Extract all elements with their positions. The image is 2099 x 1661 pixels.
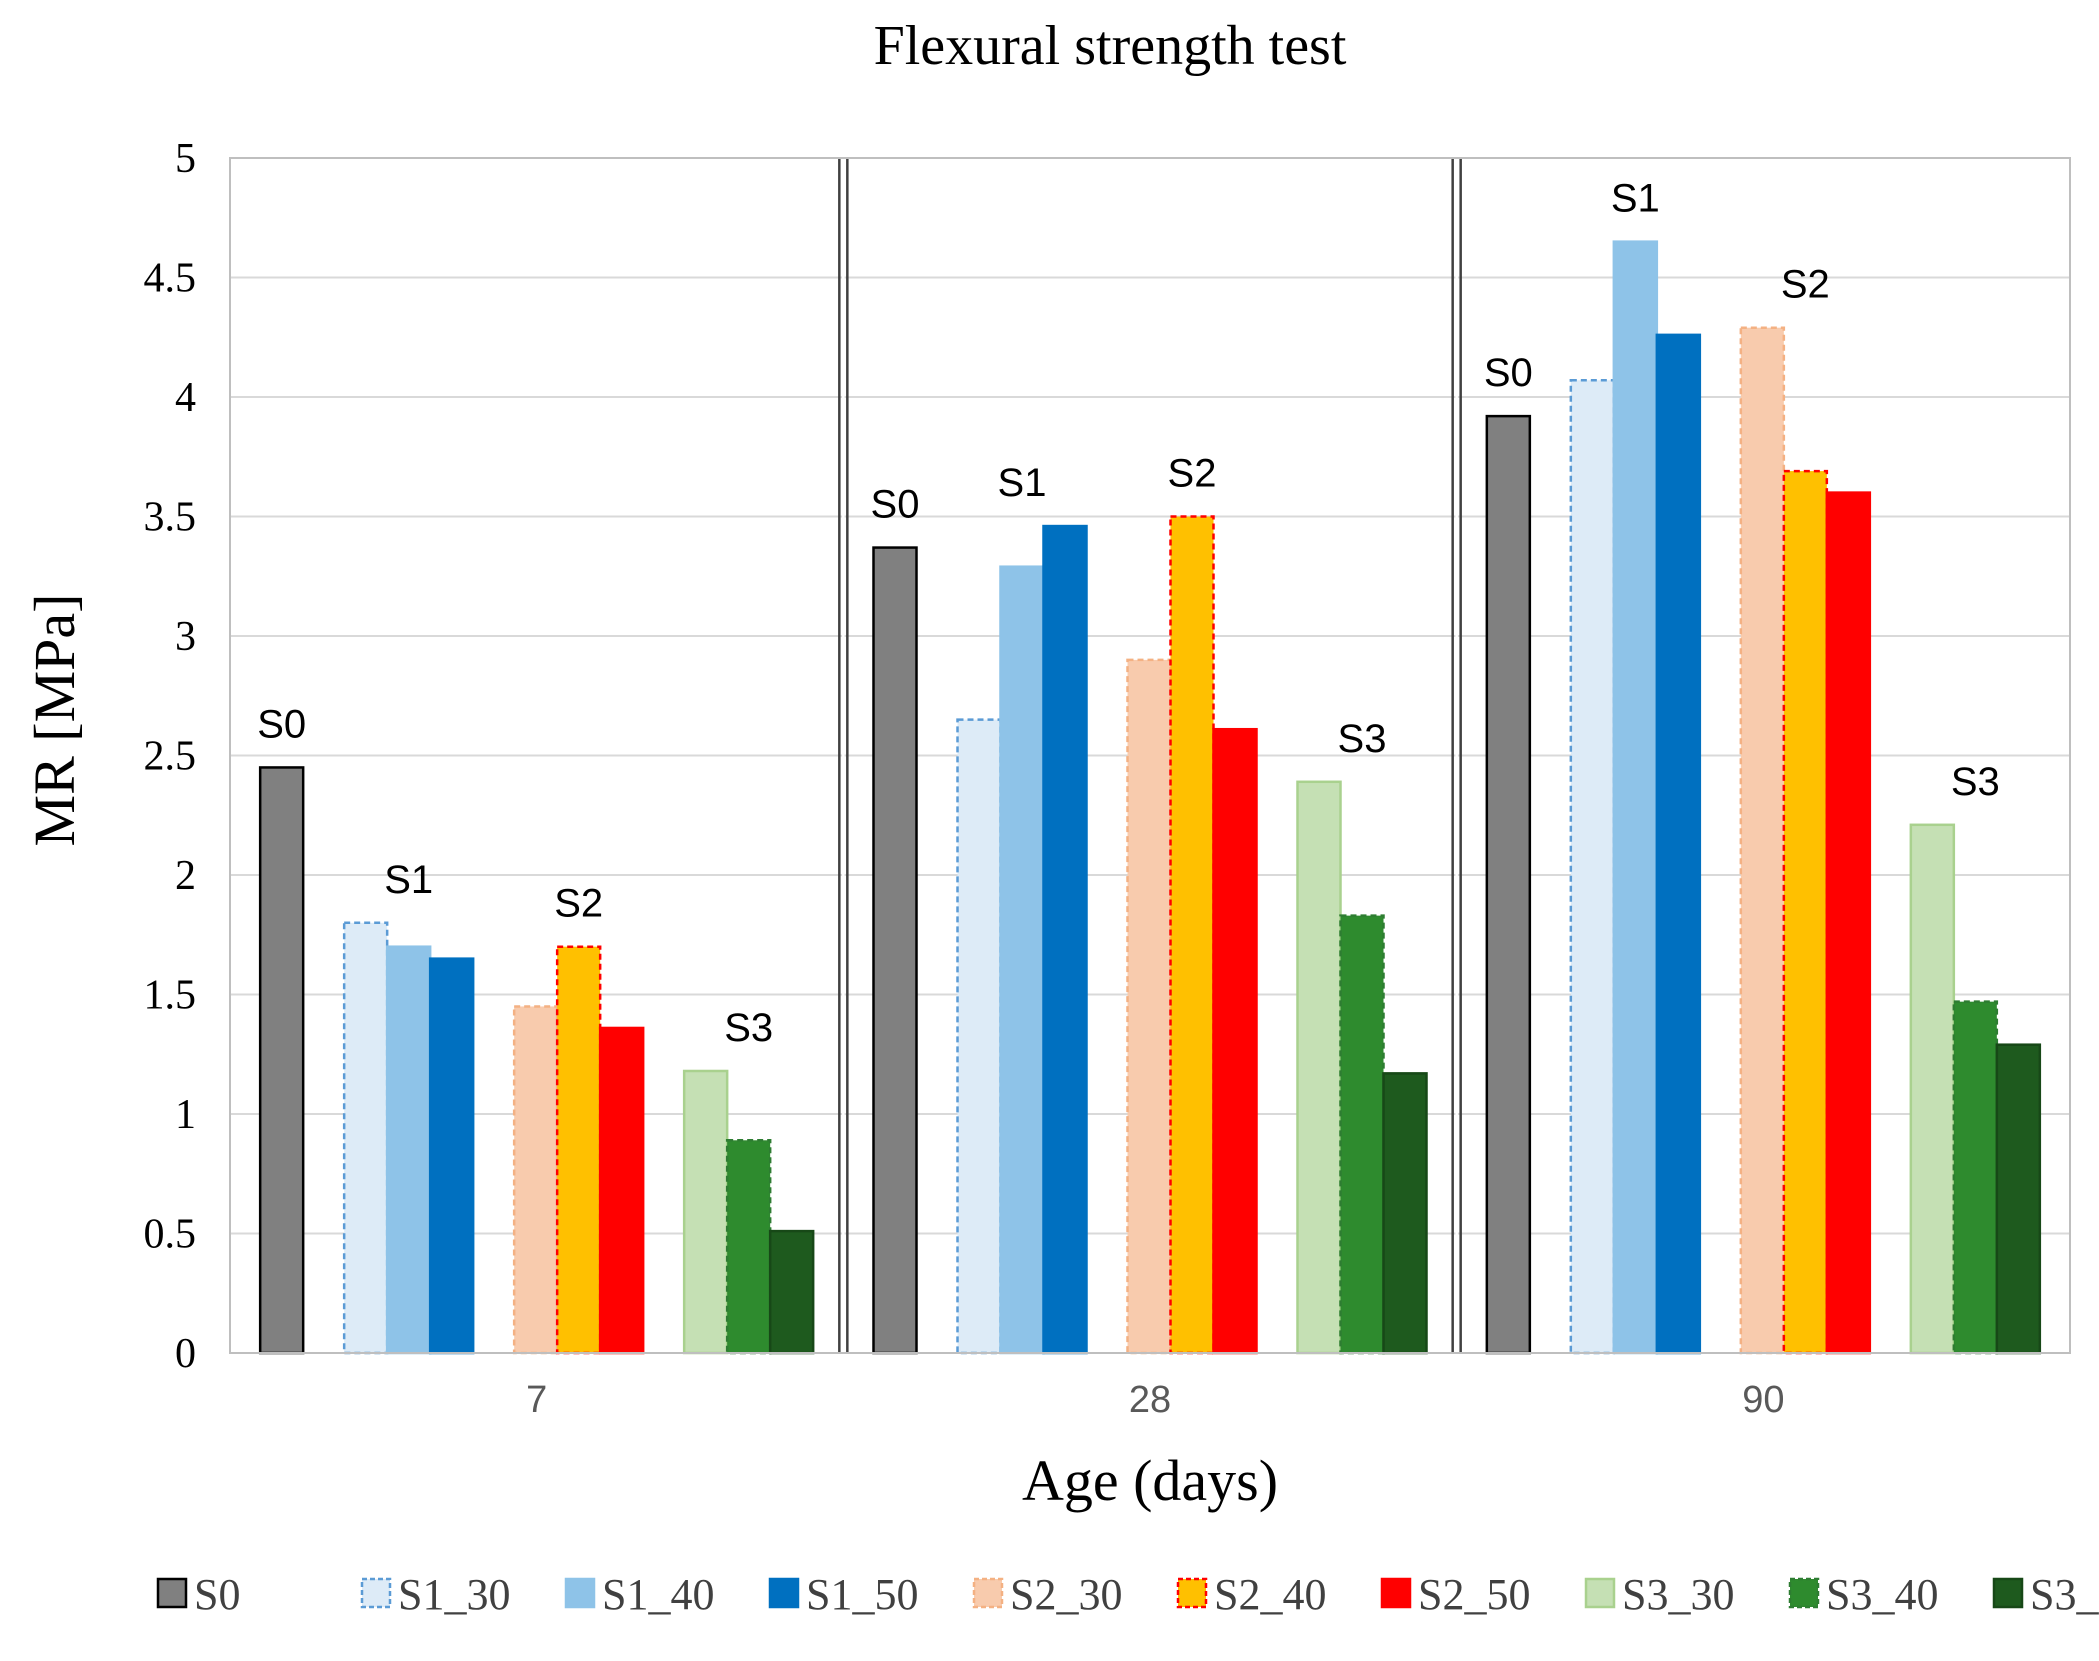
bar-s2-30-day-7 [512, 1005, 559, 1355]
group-label: S2 [1168, 452, 1217, 496]
bar-s0-day-28 [872, 546, 918, 1355]
y-axis-ticks: 0 0.5 1 1.5 2 2.5 3 3.5 4 4.5 5 [144, 136, 197, 1377]
y-axis-label: MR [MPa] [22, 594, 87, 847]
bar-s1-30-day-28 [956, 718, 1002, 1355]
bar-s3-30-day-7 [682, 1069, 729, 1355]
legend: S0 S1_30 S1_40 S1_50 S2_30 S2_40 S2_50 S3_30 S3_… [156, 1570, 2099, 1619]
x-category-label: 28 [1129, 1379, 1171, 1421]
y-tick-label: 3 [175, 614, 196, 660]
x-category-label: 90 [1742, 1379, 1784, 1421]
legend-swatch [156, 1577, 188, 1609]
bar-s1-40-day-90 [1612, 240, 1659, 1355]
group-label: S1 [384, 858, 433, 902]
legend-label: S0 [194, 1570, 240, 1619]
bar-s2-40-day-90 [1782, 469, 1829, 1355]
x-category-label: 7 [526, 1379, 547, 1421]
group-label: S3 [1338, 717, 1387, 761]
bar-s1-30-day-7 [342, 921, 389, 1355]
legend-swatch [564, 1577, 596, 1609]
plot-area-border [229, 157, 2071, 1354]
bar-s3-50-day-90 [1995, 1043, 2042, 1355]
group-label: S2 [1781, 263, 1830, 307]
group-label: S0 [1484, 351, 1533, 395]
y-tick-label: 2.5 [144, 734, 197, 780]
bar-s3-30-day-28 [1296, 780, 1342, 1355]
y-tick-label: 2 [175, 853, 196, 899]
bar-s0-day-90 [1485, 414, 1532, 1355]
bars [258, 240, 2042, 1355]
bar-s1-50-day-28 [1042, 524, 1088, 1355]
bar-s1-40-day-28 [999, 565, 1045, 1355]
bar-s1-30-day-90 [1569, 379, 1616, 1355]
bar-s2-40-day-28 [1169, 515, 1215, 1355]
x-axis-label: Age (days) [1022, 1448, 1278, 1513]
legend-swatch [1584, 1577, 1616, 1609]
panel-separators [838, 158, 1462, 1353]
bar-s0-day-7 [258, 766, 305, 1355]
legend-label: S3_40 [1826, 1570, 1938, 1619]
bar-s2-30-day-28 [1126, 658, 1172, 1355]
x-axis-categories: 7 28 90 [526, 1379, 1784, 1421]
bar-s2-50-day-90 [1825, 491, 1872, 1355]
legend-swatch [360, 1577, 392, 1609]
legend-swatch [1992, 1577, 2024, 1609]
legend-label: S2_30 [1010, 1570, 1122, 1619]
group-labels: S0 S1 S2 S3 S0 S1 S2 S3 S0 S1 S2 S3 [257, 177, 2000, 1050]
bar-s3-50-day-7 [768, 1229, 815, 1355]
bar-s3-50-day-28 [1382, 1072, 1428, 1355]
bar-s3-40-day-7 [725, 1139, 772, 1355]
legend-label: S1_50 [806, 1570, 918, 1619]
legend-label: S2_40 [1214, 1570, 1326, 1619]
legend-label: S2_50 [1418, 1570, 1530, 1619]
legend-swatch [768, 1577, 800, 1609]
y-tick-label: 4.5 [144, 256, 197, 302]
bar-s3-30-day-90 [1909, 823, 1956, 1355]
chart-title: Flexural strength test [874, 15, 1347, 77]
legend-label: S1_40 [602, 1570, 714, 1619]
y-tick-label: 1.5 [144, 973, 197, 1019]
legend-label: S1_30 [398, 1570, 510, 1619]
legend-swatch [1380, 1577, 1412, 1609]
bar-s2-30-day-90 [1739, 326, 1786, 1355]
group-label: S1 [1611, 177, 1660, 221]
legend-swatch [972, 1577, 1004, 1609]
y-tick-label: 0 [175, 1331, 196, 1377]
legend-swatch [1176, 1577, 1208, 1609]
group-label: S0 [871, 483, 920, 527]
y-tick-label: 1 [175, 1092, 196, 1138]
bar-s1-50-day-90 [1655, 333, 1702, 1355]
bar-s2-40-day-7 [555, 945, 602, 1355]
legend-swatch [1788, 1577, 1820, 1609]
group-label: S3 [724, 1006, 773, 1050]
bar-s3-40-day-28 [1339, 914, 1385, 1355]
bar-s2-50-day-7 [598, 1026, 645, 1355]
y-tick-label: 3.5 [144, 495, 197, 541]
y-tick-label: 4 [175, 375, 196, 421]
bar-s3-40-day-90 [1952, 1000, 1999, 1355]
legend-label: S3_50 [2030, 1570, 2099, 1619]
group-label: S1 [998, 461, 1047, 505]
y-tick-label: 5 [175, 136, 196, 182]
group-label: S2 [554, 882, 603, 926]
bar-s1-50-day-7 [428, 957, 475, 1355]
y-tick-label: 0.5 [144, 1212, 197, 1258]
bar-s2-50-day-28 [1212, 727, 1258, 1355]
group-label: S3 [1951, 760, 2000, 804]
group-label: S0 [257, 702, 306, 746]
legend-label: S3_30 [1622, 1570, 1734, 1619]
bar-s1-40-day-7 [385, 945, 432, 1355]
